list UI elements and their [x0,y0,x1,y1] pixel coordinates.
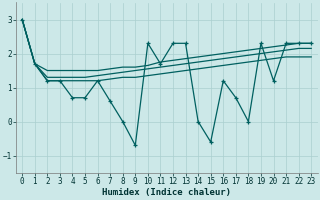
X-axis label: Humidex (Indice chaleur): Humidex (Indice chaleur) [102,188,231,197]
